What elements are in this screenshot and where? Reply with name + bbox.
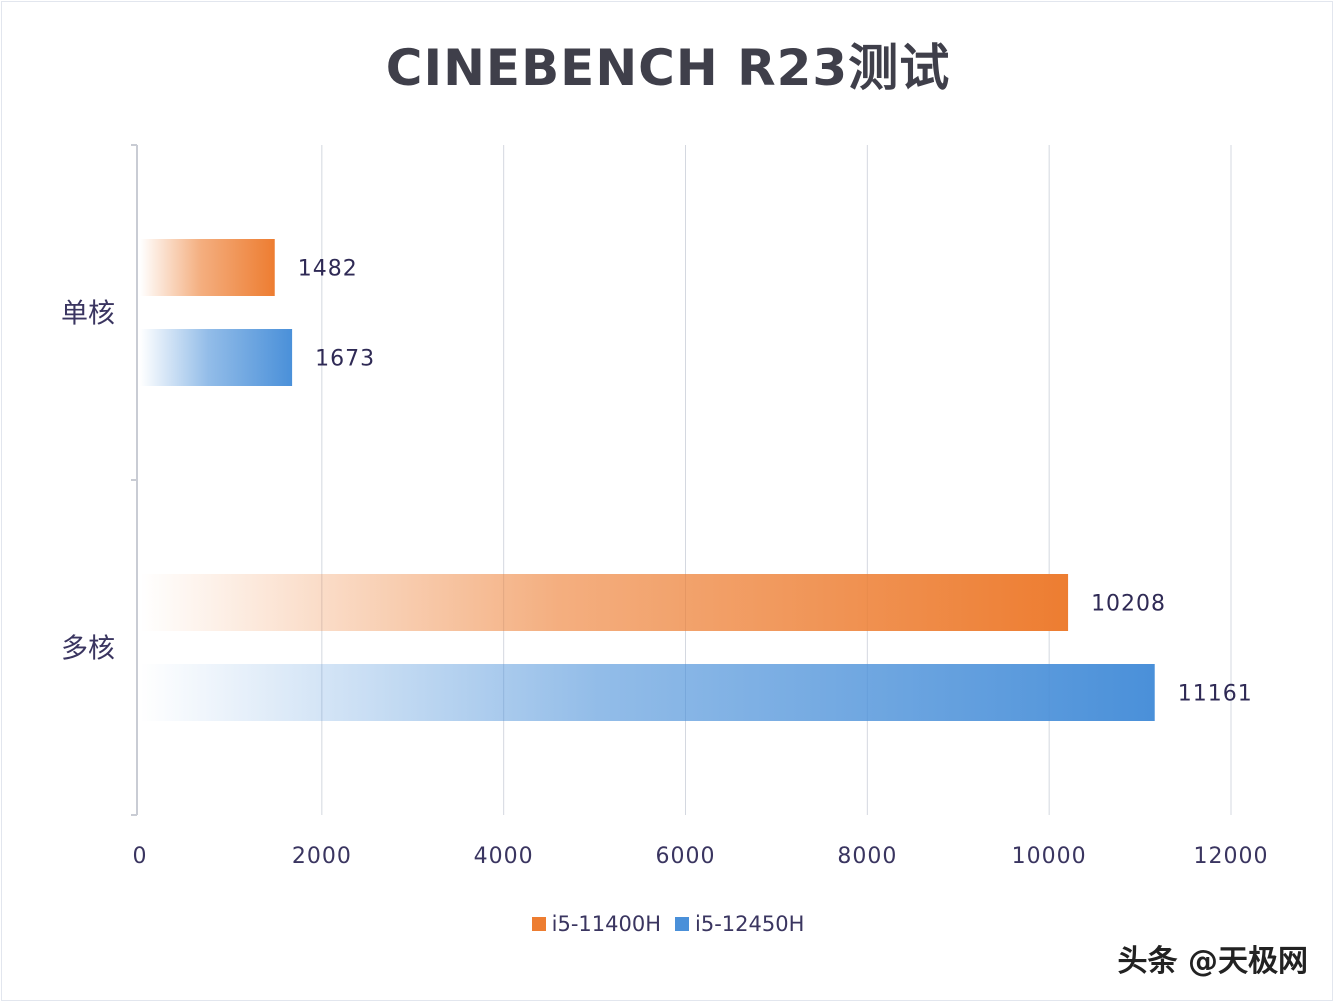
data-label-0-0: 1482 bbox=[298, 257, 358, 282]
legend-item-1: i5-12450H bbox=[675, 912, 804, 936]
legend-label-1: i5-12450H bbox=[695, 912, 805, 936]
category-axis bbox=[131, 144, 138, 816]
x-tick-label-12000: 12000 bbox=[1194, 844, 1269, 869]
chart-title: CINEBENCH R23测试 bbox=[385, 39, 951, 97]
legend-label-0: i5-11400H bbox=[551, 912, 661, 936]
x-tick-label-10000: 10000 bbox=[1012, 844, 1087, 869]
x-tick-label-6000: 6000 bbox=[656, 844, 716, 869]
x-tick-label-8000: 8000 bbox=[837, 844, 897, 869]
bar-0-0 bbox=[140, 239, 275, 296]
legend-swatch-0 bbox=[531, 917, 546, 931]
legend-item-0: i5-11400H bbox=[531, 912, 661, 936]
data-labels: 1482 1673 10208 11161 bbox=[298, 257, 1253, 707]
data-label-1-0: 10208 bbox=[1091, 592, 1166, 617]
x-tick-label-2000: 2000 bbox=[292, 844, 352, 869]
x-tick-labels: 0 2000 4000 6000 8000 10000 12000 bbox=[133, 844, 1269, 869]
data-label-0-1: 1673 bbox=[315, 347, 375, 372]
bar-1-1 bbox=[140, 664, 1155, 721]
bar-0-1 bbox=[140, 329, 293, 386]
data-label-1-1: 11161 bbox=[1178, 682, 1253, 707]
legend-swatch-1 bbox=[675, 917, 689, 931]
legend: i5-11400H i5-12450H bbox=[0, 912, 1336, 936]
bars bbox=[140, 239, 1155, 721]
x-tick-label-0: 0 bbox=[133, 844, 148, 869]
category-label-1: 多核 bbox=[61, 634, 115, 665]
category-label-0: 单核 bbox=[61, 299, 115, 330]
watermark: 头条 @天极网 bbox=[1117, 944, 1308, 979]
bar-1-0 bbox=[140, 574, 1069, 631]
x-tick-label-4000: 4000 bbox=[474, 844, 534, 869]
